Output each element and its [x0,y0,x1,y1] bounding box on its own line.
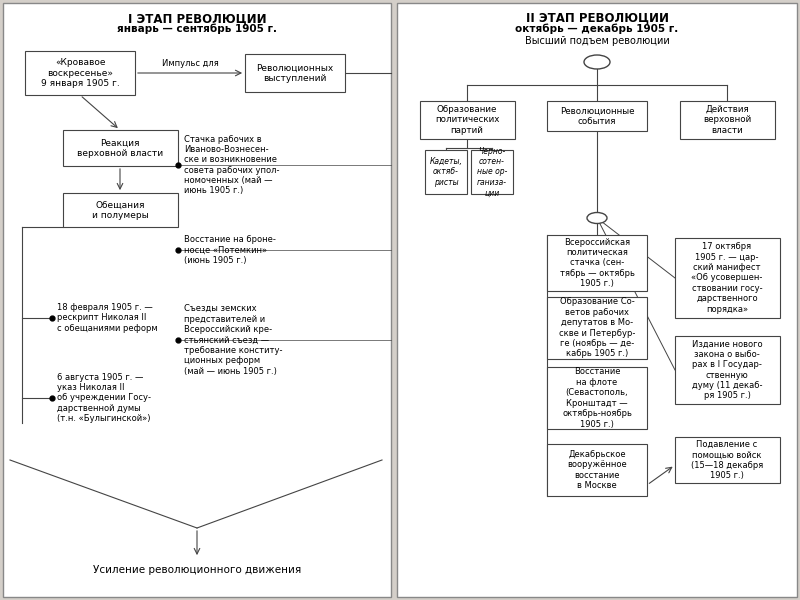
Text: Высший подъем революции: Высший подъем революции [525,36,670,46]
Text: Черно-
сотен-
ные ор-
ганиза-
ции: Черно- сотен- ные ор- ганиза- ции [477,146,507,197]
Ellipse shape [587,212,607,223]
FancyBboxPatch shape [397,3,797,597]
Text: «Кровавое
воскресенье»
9 января 1905 г.: «Кровавое воскресенье» 9 января 1905 г. [41,58,119,88]
Text: Декабрьское
вооружённое
восстание
в Москве: Декабрьское вооружённое восстание в Моск… [567,450,627,490]
Text: Революционные
события: Революционные события [560,106,634,125]
Text: октябрь — декабрь 1905 г.: октябрь — декабрь 1905 г. [515,24,678,34]
Text: Восстание
на флоте
(Севастополь,
Кронштадт —
октябрь-ноябрь
1905 г.): Восстание на флоте (Севастополь, Кроншта… [562,367,632,428]
Text: Восстание на броне-
носце «Потемкин»
(июнь 1905 г.): Восстание на броне- носце «Потемкин» (ию… [184,235,276,265]
FancyBboxPatch shape [25,51,135,95]
Text: Усиление революционного движения: Усиление революционного движения [93,565,301,575]
FancyBboxPatch shape [62,130,178,166]
FancyBboxPatch shape [674,437,779,483]
Text: январь — сентябрь 1905 г.: январь — сентябрь 1905 г. [117,24,277,34]
Text: Всероссийская
политическая
стачка (сен-
тябрь — октябрь
1905 г.): Всероссийская политическая стачка (сен- … [559,238,634,289]
FancyBboxPatch shape [3,3,391,597]
FancyBboxPatch shape [425,150,467,194]
FancyBboxPatch shape [471,150,513,194]
Text: Импульс для: Импульс для [162,59,218,68]
Text: Образование Со-
ветов рабочих
депутатов в Мо-
скве и Петербур-
ге (ноябрь — де-
: Образование Со- ветов рабочих депутатов … [559,298,635,358]
FancyBboxPatch shape [245,54,345,92]
FancyBboxPatch shape [547,367,647,429]
Text: Стачка рабочих в
Иваново-Вознесен-
ске и возникновение
совета рабочих упол-
номо: Стачка рабочих в Иваново-Вознесен- ске и… [184,134,279,196]
Text: Подавление с
помощью войск
(15—18 декабря
1905 г.): Подавление с помощью войск (15—18 декабр… [691,440,763,480]
Text: Издание нового
закона о выбо-
рах в I Государ-
ственную
думу (11 декаб-
ря 1905 : Издание нового закона о выбо- рах в I Го… [692,340,762,401]
Text: Образование
политических
партий: Образование политических партий [435,105,499,135]
Text: Кадеты,
октяб-
ристы: Кадеты, октяб- ристы [430,157,462,187]
FancyBboxPatch shape [419,101,514,139]
FancyBboxPatch shape [679,101,774,139]
Text: Обещания
и полумеры: Обещания и полумеры [92,200,148,220]
FancyBboxPatch shape [674,336,779,404]
Text: II ЭТАП РЕВОЛЮЦИИ: II ЭТАП РЕВОЛЮЦИИ [526,12,669,25]
FancyBboxPatch shape [547,235,647,291]
FancyBboxPatch shape [547,444,647,496]
FancyBboxPatch shape [547,101,647,131]
FancyBboxPatch shape [62,193,178,227]
Text: Реакция
верховной власти: Реакция верховной власти [77,138,163,158]
Text: Съезды земских
представителей и
Всероссийский кре-
стьянский съезд —
требование : Съезды земских представителей и Всеросси… [184,304,282,376]
Text: 17 октября
1905 г. — цар-
ский манифест
«Об усовершен-
ствовании госу-
дарственн: 17 октября 1905 г. — цар- ский манифест … [691,242,762,314]
Text: I ЭТАП РЕВОЛЮЦИИ: I ЭТАП РЕВОЛЮЦИИ [128,13,266,26]
Text: 18 февраля 1905 г. —
рескрипт Николая II
с обещаниями реформ: 18 февраля 1905 г. — рескрипт Николая II… [57,303,158,333]
Text: 6 августа 1905 г. —
указ Николая II
об учреждении Госу-
дарственной думы
(т.н. «: 6 августа 1905 г. — указ Николая II об у… [57,373,151,424]
FancyBboxPatch shape [547,297,647,359]
Ellipse shape [584,55,610,69]
Text: Действия
верховной
власти: Действия верховной власти [703,105,751,135]
FancyBboxPatch shape [674,238,779,318]
Text: Революционных
выступлений: Революционных выступлений [256,63,334,83]
